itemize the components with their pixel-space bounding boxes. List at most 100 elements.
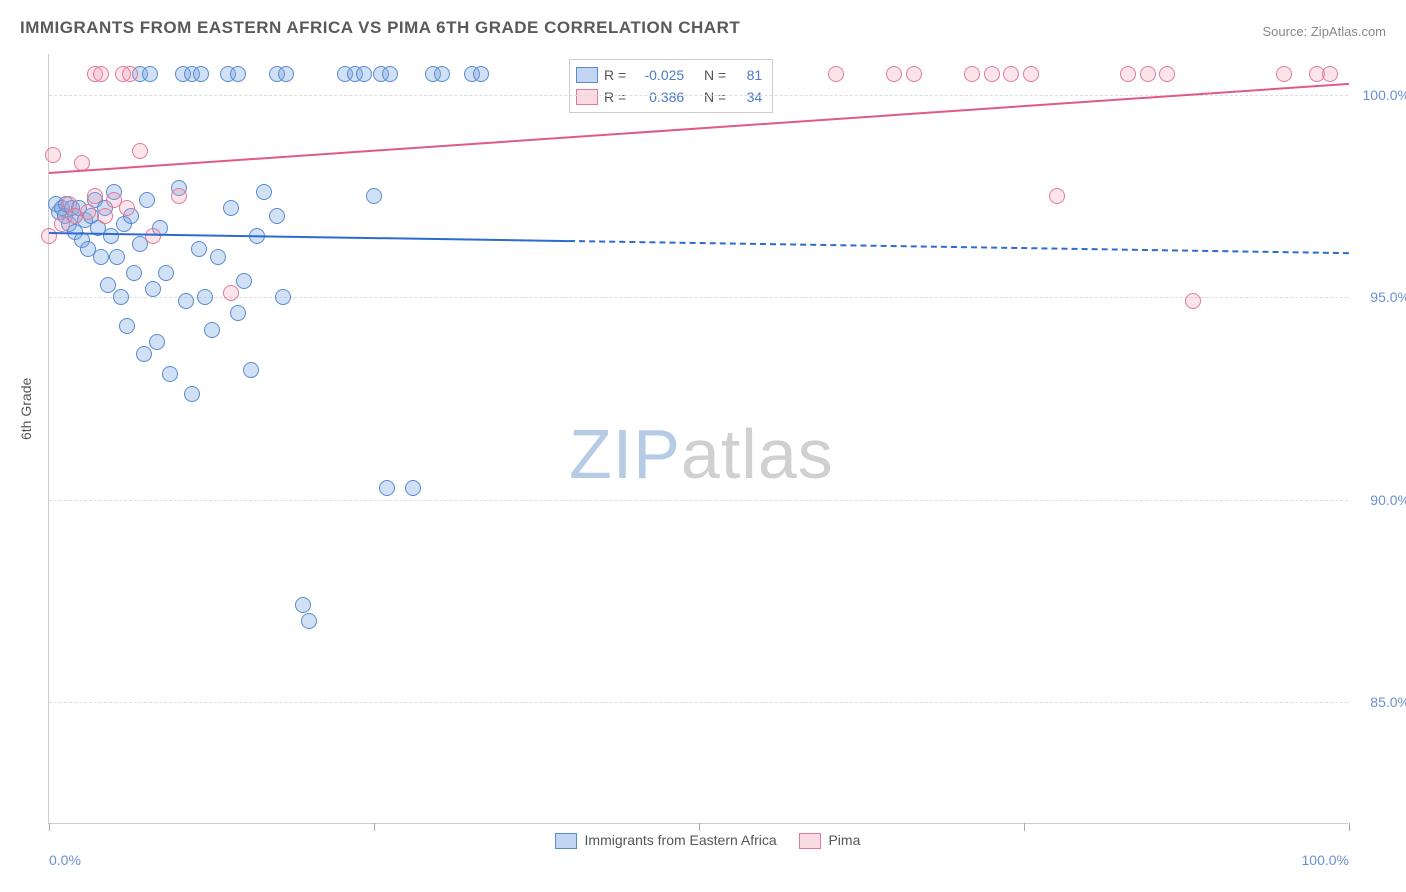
stat-label-r: R =	[604, 64, 626, 86]
stat-val-r2: 0.386	[632, 86, 684, 108]
stats-legend: R = -0.025 N = 81 R = 0.386 N = 34	[569, 59, 773, 113]
data-point-s1	[356, 66, 372, 82]
swatch-s1	[576, 67, 598, 83]
stat-val-n1: 81	[732, 64, 762, 86]
data-point-s2	[906, 66, 922, 82]
data-point-s1	[119, 318, 135, 334]
y-gridline	[49, 297, 1348, 298]
data-point-s2	[828, 66, 844, 82]
data-point-s1	[139, 192, 155, 208]
data-point-s1	[269, 208, 285, 224]
data-point-s1	[126, 265, 142, 281]
data-point-s2	[1120, 66, 1136, 82]
data-point-s2	[80, 204, 96, 220]
data-point-s1	[100, 277, 116, 293]
watermark: ZIPatlas	[569, 414, 834, 494]
data-point-s1	[230, 66, 246, 82]
y-tick-label: 90.0%	[1355, 492, 1406, 508]
x-tick-mark	[699, 823, 700, 831]
data-point-s1	[93, 249, 109, 265]
data-point-s2	[1003, 66, 1019, 82]
data-point-s2	[886, 66, 902, 82]
trend-line	[49, 232, 569, 242]
data-point-s2	[45, 147, 61, 163]
bottom-swatch-s1	[555, 833, 577, 849]
data-point-s2	[1023, 66, 1039, 82]
x-tick-mark	[374, 823, 375, 831]
stat-label-n2: N =	[704, 86, 726, 108]
data-point-s1	[278, 66, 294, 82]
data-point-s1	[434, 66, 450, 82]
data-point-s2	[1322, 66, 1338, 82]
data-point-s2	[122, 66, 138, 82]
data-point-s1	[113, 289, 129, 305]
watermark-rest: atlas	[681, 415, 834, 493]
x-tick-mark	[1349, 823, 1350, 831]
bottom-legend: Immigrants from Eastern Africa Pima	[49, 832, 1348, 849]
data-point-s2	[223, 285, 239, 301]
data-point-s2	[41, 228, 57, 244]
data-point-s2	[1049, 188, 1065, 204]
data-point-s2	[93, 66, 109, 82]
data-point-s1	[382, 66, 398, 82]
data-point-s1	[193, 66, 209, 82]
data-point-s2	[87, 188, 103, 204]
data-point-s1	[103, 228, 119, 244]
data-point-s2	[1159, 66, 1175, 82]
watermark-zip: ZIP	[569, 415, 681, 493]
data-point-s1	[301, 613, 317, 629]
x-tick-mark	[49, 823, 50, 831]
data-point-s1	[236, 273, 252, 289]
data-point-s2	[1185, 293, 1201, 309]
stat-val-r1: -0.025	[632, 64, 684, 86]
chart-title: IMMIGRANTS FROM EASTERN AFRICA VS PIMA 6…	[20, 18, 740, 38]
data-point-s2	[984, 66, 1000, 82]
x-tick-label: 0.0%	[49, 852, 81, 868]
x-tick-label: 100.0%	[1302, 852, 1349, 868]
data-point-s2	[1276, 66, 1292, 82]
x-tick-mark	[1024, 823, 1025, 831]
data-point-s1	[204, 322, 220, 338]
data-point-s1	[230, 305, 246, 321]
data-point-s1	[197, 289, 213, 305]
y-axis-label: 6th Grade	[18, 378, 34, 440]
swatch-s2	[576, 89, 598, 105]
y-gridline	[49, 500, 1348, 501]
bottom-label-s1: Immigrants from Eastern Africa	[585, 832, 777, 848]
data-point-s2	[97, 208, 113, 224]
data-point-s1	[184, 386, 200, 402]
data-point-s2	[1140, 66, 1156, 82]
data-point-s2	[171, 188, 187, 204]
data-point-s1	[256, 184, 272, 200]
data-point-s2	[964, 66, 980, 82]
data-point-s1	[162, 366, 178, 382]
y-tick-label: 100.0%	[1355, 87, 1406, 103]
bottom-label-s2: Pima	[828, 832, 860, 848]
data-point-s1	[149, 334, 165, 350]
data-point-s1	[243, 362, 259, 378]
plot-area: ZIPatlas R = -0.025 N = 81 R = 0.386 N =…	[48, 54, 1348, 824]
data-point-s1	[210, 249, 226, 265]
data-point-s1	[295, 597, 311, 613]
y-gridline	[49, 702, 1348, 703]
data-point-s1	[366, 188, 382, 204]
data-point-s1	[109, 249, 125, 265]
data-point-s1	[473, 66, 489, 82]
stats-row-s2: R = 0.386 N = 34	[576, 86, 762, 108]
data-point-s1	[379, 480, 395, 496]
trend-line	[569, 240, 1349, 254]
data-point-s1	[275, 289, 291, 305]
y-tick-label: 85.0%	[1355, 694, 1406, 710]
data-point-s2	[119, 200, 135, 216]
data-point-s1	[136, 346, 152, 362]
y-tick-label: 95.0%	[1355, 289, 1406, 305]
data-point-s2	[145, 228, 161, 244]
source-label: Source: ZipAtlas.com	[1262, 24, 1386, 39]
data-point-s2	[132, 143, 148, 159]
data-point-s1	[191, 241, 207, 257]
stat-label-r2: R =	[604, 86, 626, 108]
data-point-s1	[142, 66, 158, 82]
data-point-s1	[178, 293, 194, 309]
stat-label-n: N =	[704, 64, 726, 86]
data-point-s1	[405, 480, 421, 496]
